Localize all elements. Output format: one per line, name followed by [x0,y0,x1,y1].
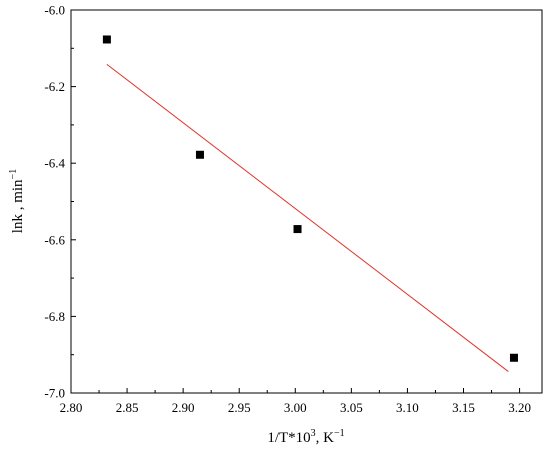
y-axis-title-main: lnk , min [10,179,26,233]
x-axis-title-unit-sup: −1 [334,428,345,439]
y-ticks: -7.0 -6.8 -6.6 -6.4 -6.2 -6.0 [44,3,76,401]
x-tick-label: 2.95 [228,400,251,415]
x-ticks: 2.80 2.85 2.90 2.95 3.00 3.05 3.10 3.15 3.20 [60,388,531,415]
data-point [102,35,111,44]
x-tick-label: 2.85 [116,400,139,415]
x-axis-title-main: 1/T*10 [267,430,310,446]
y-tick-label: -7.0 [44,386,65,401]
data-point [509,353,518,362]
y-tick-label: -6.2 [44,79,65,94]
x-tick-label: 2.80 [60,400,83,415]
y-tick-label: -6.8 [44,309,65,324]
data-point [293,225,302,234]
x-tick-label: 3.10 [396,400,419,415]
y-tick-label: -6.6 [44,232,65,247]
series-layer [102,35,518,372]
x-tick-label: 3.15 [452,400,475,415]
x-axis-title: 1/T*103, K−1 [267,428,344,446]
y-tick-label: -6.4 [44,156,65,171]
plot-area [70,9,543,394]
data-point [195,150,204,159]
x-axis-title-sup: 3 [311,428,316,439]
x-tick-label: 3.20 [508,400,531,415]
x-tick-label: 2.90 [172,400,195,415]
x-tick-label: 3.00 [284,400,307,415]
y-axis-title: lnk , min−1 [8,169,26,233]
y-axis-title-sup: −1 [8,169,19,180]
fit-line [106,63,509,372]
plot-frame [70,9,543,394]
x-tick-label: 3.05 [340,400,363,415]
x-axis-title-unit: , K [316,430,335,446]
y-tick-label: -6.0 [44,3,65,18]
